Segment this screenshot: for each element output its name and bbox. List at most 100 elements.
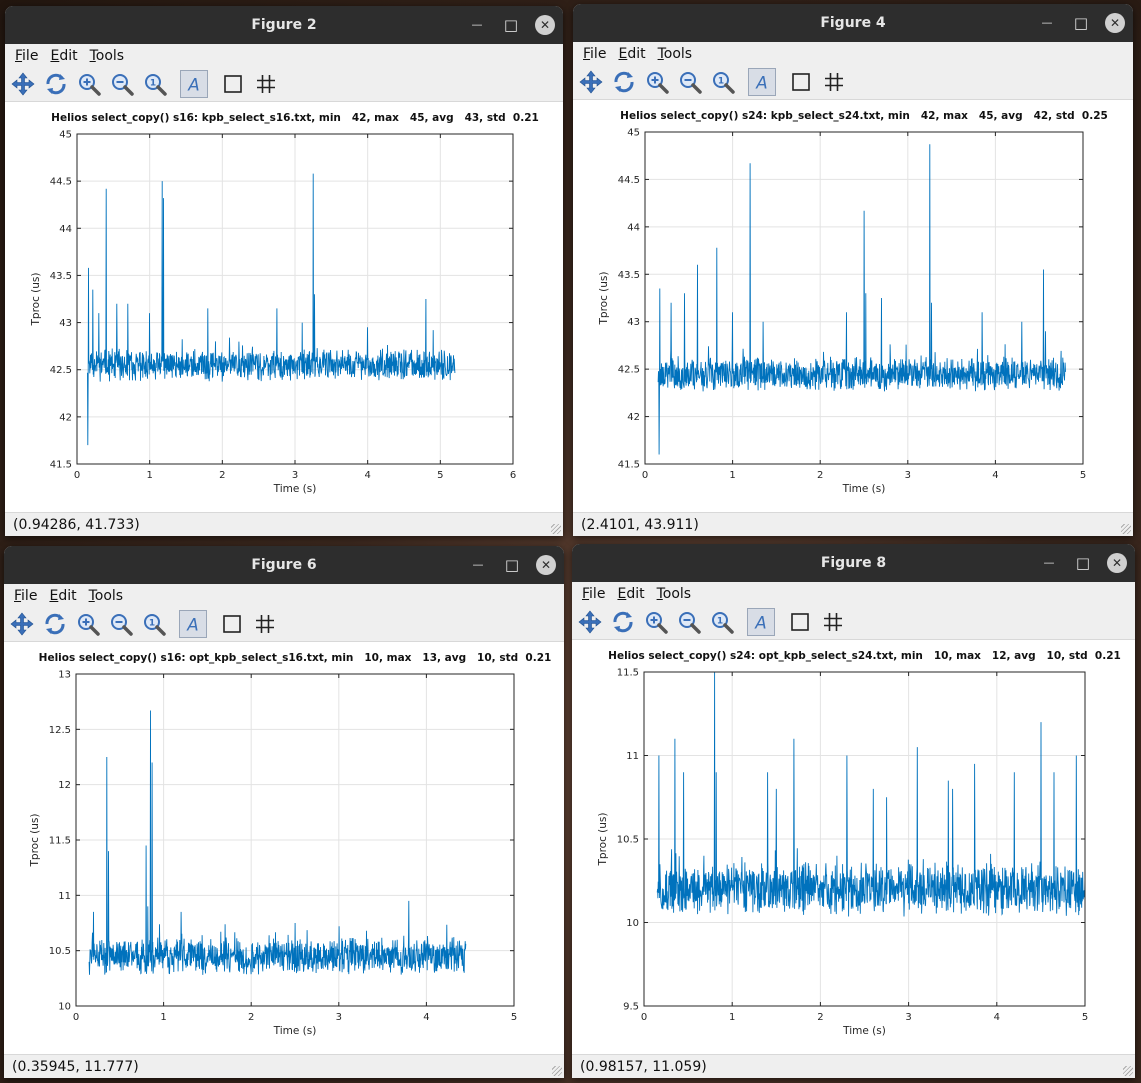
box-button[interactable] xyxy=(219,70,247,98)
menu-file[interactable]: File xyxy=(583,45,607,62)
y-tick-label: 9.5 xyxy=(623,1002,639,1013)
text-button[interactable]: A xyxy=(180,70,208,98)
grid-button[interactable] xyxy=(820,68,848,96)
rotate-button[interactable] xyxy=(610,68,638,96)
resize-grip-icon[interactable] xyxy=(1121,524,1131,534)
menu-file[interactable]: File xyxy=(14,587,38,604)
window-titlebar[interactable]: Figure 2 — □ ✕ xyxy=(5,6,563,44)
x-tick-label: 0 xyxy=(642,470,648,481)
close-icon[interactable]: ✕ xyxy=(536,555,556,575)
zoom-in-button[interactable] xyxy=(74,610,102,638)
maximize-icon[interactable]: □ xyxy=(504,556,520,574)
menu-edit[interactable]: Edit xyxy=(49,587,77,604)
y-tick-label: 42 xyxy=(59,412,72,423)
pan-button[interactable] xyxy=(9,70,37,98)
x-axis-label: Time (s) xyxy=(842,483,886,495)
x-tick-label: 1 xyxy=(146,470,152,481)
zoom-out-button[interactable] xyxy=(675,608,703,636)
pan-button[interactable] xyxy=(8,610,36,638)
close-icon[interactable]: ✕ xyxy=(1105,13,1125,33)
minimize-icon[interactable]: — xyxy=(471,18,483,31)
grid-icon xyxy=(825,73,843,91)
zoom-in-button[interactable] xyxy=(75,70,103,98)
text-button[interactable]: A xyxy=(747,608,775,636)
maximize-icon[interactable]: □ xyxy=(503,16,519,34)
figure-window-2[interactable]: Figure 2— □ ✕ File Edit Tools 1 A Helios select_… xyxy=(5,6,563,536)
menu-tools[interactable]: Tools xyxy=(89,47,125,64)
grid-button[interactable] xyxy=(251,610,279,638)
x-axis-label: Time (s) xyxy=(273,1025,317,1037)
zoom-reset-button[interactable]: 1 xyxy=(141,70,169,98)
menu-tools[interactable]: Tools xyxy=(657,45,693,62)
x-tick-label: 3 xyxy=(292,470,298,481)
chart-title: Helios select_copy() s16: kpb_select_s16… xyxy=(51,112,539,124)
zoom-out-button[interactable] xyxy=(108,70,136,98)
y-tick-label: 42 xyxy=(627,412,640,423)
plot-area[interactable]: Helios select_copy() s16: kpb_select_s16… xyxy=(5,102,563,512)
window-controls: — □ ✕ xyxy=(463,6,555,44)
zoom-in-button[interactable] xyxy=(642,608,670,636)
y-tick-label: 11.5 xyxy=(49,836,71,847)
zoom-in-button[interactable] xyxy=(643,68,671,96)
minimize-icon[interactable]: — xyxy=(1043,556,1055,569)
menu-edit[interactable]: Edit xyxy=(618,45,646,62)
resize-grip-icon[interactable] xyxy=(552,1066,562,1076)
pan-icon xyxy=(579,70,603,94)
box-icon xyxy=(791,613,809,631)
y-tick-label: 44.5 xyxy=(50,177,72,188)
plot-area[interactable]: Helios select_copy() s24: opt_kpb_select… xyxy=(572,640,1135,1054)
figure-window-4[interactable]: Figure 4— □ ✕ File Edit Tools 1 A Helios select_… xyxy=(573,4,1133,536)
chart: Helios select_copy() s16: opt_kpb_select… xyxy=(29,652,551,1037)
text-button[interactable]: A xyxy=(748,68,776,96)
zoom-out-button[interactable] xyxy=(676,68,704,96)
menu-tools[interactable]: Tools xyxy=(656,585,692,602)
box-button[interactable] xyxy=(786,608,814,636)
figure-window-6[interactable]: Figure 6— □ ✕ File Edit Tools 1 A Helios select_… xyxy=(4,546,564,1078)
window-titlebar[interactable]: Figure 4 — □ ✕ xyxy=(573,4,1133,42)
window-titlebar[interactable]: Figure 8 — □ ✕ xyxy=(572,544,1135,582)
box-button[interactable] xyxy=(218,610,246,638)
plot-area[interactable]: Helios select_copy() s16: opt_kpb_select… xyxy=(4,642,564,1054)
maximize-icon[interactable]: □ xyxy=(1075,554,1091,572)
minimize-icon[interactable]: — xyxy=(472,558,484,571)
close-icon[interactable]: ✕ xyxy=(1107,553,1127,573)
chart: Helios select_copy() s24: opt_kpb_select… xyxy=(597,650,1121,1037)
minimize-icon[interactable]: — xyxy=(1041,16,1053,29)
y-tick-label: 43 xyxy=(627,317,640,328)
x-tick-label: 1 xyxy=(160,1012,166,1023)
grid-button[interactable] xyxy=(252,70,280,98)
text-icon: A xyxy=(186,615,198,635)
box-icon xyxy=(792,73,810,91)
window-title: Figure 8 xyxy=(820,555,887,571)
svg-text:1: 1 xyxy=(718,77,724,87)
y-tick-label: 11.5 xyxy=(617,668,639,679)
box-button[interactable] xyxy=(787,68,815,96)
menu-file[interactable]: File xyxy=(582,585,606,602)
rotate-button[interactable] xyxy=(609,608,637,636)
window-titlebar[interactable]: Figure 6 — □ ✕ xyxy=(4,546,564,584)
pan-button[interactable] xyxy=(577,68,605,96)
menu-edit[interactable]: Edit xyxy=(617,585,645,602)
grid-button[interactable] xyxy=(819,608,847,636)
zoom-reset-button[interactable]: 1 xyxy=(709,68,737,96)
menu-edit[interactable]: Edit xyxy=(50,47,78,64)
chart: Helios select_copy() s16: kpb_select_s16… xyxy=(30,112,539,495)
menu-bar: File Edit Tools xyxy=(573,42,1133,65)
menu-file[interactable]: File xyxy=(15,47,39,64)
zoom-out-button[interactable] xyxy=(107,610,135,638)
close-icon[interactable]: ✕ xyxy=(535,15,555,35)
text-button[interactable]: A xyxy=(179,610,207,638)
zoom-reset-button[interactable]: 1 xyxy=(708,608,736,636)
maximize-icon[interactable]: □ xyxy=(1073,14,1089,32)
pan-button[interactable] xyxy=(576,608,604,636)
plot-area[interactable]: Helios select_copy() s24: kpb_select_s24… xyxy=(573,100,1133,512)
figure-window-8[interactable]: Figure 8 — □ ✕ File Edit Tools 1 A Helios select_… xyxy=(572,544,1135,1078)
rotate-button[interactable] xyxy=(42,70,70,98)
menu-tools[interactable]: Tools xyxy=(88,587,124,604)
resize-grip-icon[interactable] xyxy=(551,524,561,534)
x-tick-label: 3 xyxy=(905,470,911,481)
zoom-reset-button[interactable]: 1 xyxy=(140,610,168,638)
rotate-button[interactable] xyxy=(41,610,69,638)
resize-grip-icon[interactable] xyxy=(1123,1066,1133,1076)
